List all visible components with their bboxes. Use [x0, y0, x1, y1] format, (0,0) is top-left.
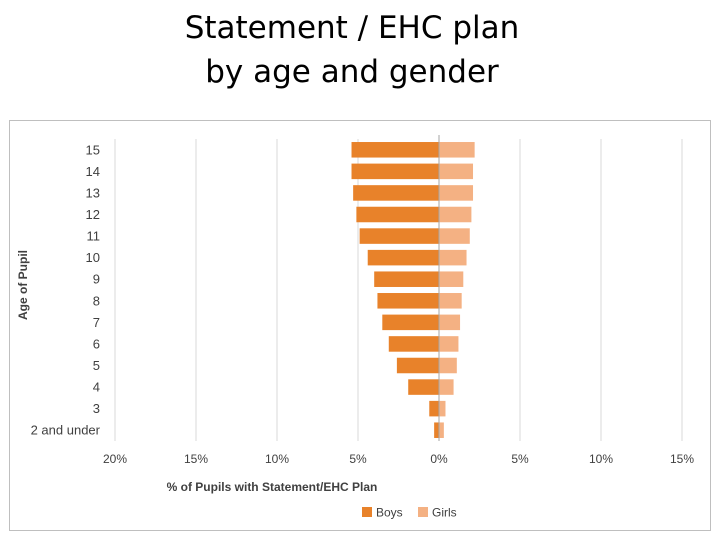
- slide-title: Statement / EHC plan by age and gender: [0, 6, 704, 94]
- bar-boys-6: [388, 336, 439, 352]
- legend-label-girls: Girls: [432, 506, 457, 520]
- bar-girls-2-and-under: [439, 422, 444, 438]
- y-tick-label: 5: [93, 358, 100, 373]
- bar-girls-6: [439, 336, 459, 352]
- bar-boys-13: [353, 185, 439, 201]
- y-tick-label: 7: [93, 315, 100, 330]
- bar-girls-5: [439, 357, 457, 374]
- bar-boys-8: [377, 293, 439, 309]
- y-tick-label: 13: [86, 185, 100, 200]
- legend-label-boys: Boys: [376, 506, 403, 520]
- y-tick-label: 14: [86, 164, 100, 179]
- bar-boys-11: [359, 228, 439, 244]
- y-axis-title: Age of Pupil: [16, 250, 30, 320]
- bar-girls-3: [439, 400, 446, 417]
- y-tick-label: 9: [93, 272, 100, 287]
- bar-boys-5: [396, 357, 439, 374]
- y-tick-labels: 2 and under 3 4 5 6 7 8 9 10 11 12 13 14 15: [31, 142, 101, 437]
- legend-swatch-girls: [418, 507, 428, 517]
- bar-girls-10: [439, 249, 467, 266]
- x-tick-label: 15%: [670, 452, 694, 466]
- slide-title-line-1: Statement / EHC plan: [184, 10, 520, 46]
- x-tick-label: 0%: [430, 452, 448, 466]
- chart-frame: 2 and under 3 4 5 6 7 8 9 10 11 12 13 14 15 20% 15% 10%…: [9, 120, 711, 531]
- y-tick-label: 10: [86, 250, 100, 265]
- y-tick-label: 11: [87, 229, 101, 244]
- bar-boys-4: [408, 379, 439, 395]
- bar-girls-11: [439, 228, 470, 244]
- bar-boys-9: [374, 271, 439, 287]
- y-tick-label: 12: [86, 207, 100, 222]
- bar-girls-9: [439, 271, 464, 287]
- x-tick-label: 10%: [589, 452, 613, 466]
- bar-girls-14: [439, 163, 474, 180]
- bars: [351, 142, 475, 438]
- x-tick-label: 15%: [184, 452, 208, 466]
- legend: Boys Girls: [362, 506, 457, 520]
- y-tick-label: 6: [93, 336, 100, 351]
- bar-girls-4: [439, 379, 454, 395]
- slide-title-line-2: by age and gender: [205, 54, 499, 90]
- x-tick-label: 10%: [265, 452, 289, 466]
- bar-girls-7: [439, 314, 461, 331]
- legend-swatch-boys: [362, 507, 372, 517]
- population-pyramid-chart: 2 and under 3 4 5 6 7 8 9 10 11 12 13 14 15 20% 15% 10%…: [16, 135, 694, 520]
- x-tick-label: 5%: [511, 452, 529, 466]
- x-tick-label: 5%: [349, 452, 367, 466]
- bar-girls-8: [439, 293, 462, 309]
- bar-boys-15: [351, 142, 439, 158]
- bar-girls-12: [439, 206, 472, 223]
- y-tick-label: 3: [93, 401, 100, 416]
- x-axis-title: % of Pupils with Statement/EHC Plan: [167, 480, 378, 494]
- y-tick-label: 8: [93, 293, 100, 308]
- bar-boys-14: [351, 163, 439, 180]
- bar-girls-13: [439, 185, 474, 201]
- bar-boys-3: [429, 400, 439, 417]
- y-tick-label: 15: [86, 142, 100, 157]
- bar-boys-12: [356, 206, 439, 223]
- y-tick-label: 4: [93, 380, 100, 395]
- bar-girls-15: [439, 142, 475, 158]
- x-tick-labels: 20% 15% 10% 5% 0% 5% 10% 15%: [103, 452, 694, 466]
- gridlines: [114, 139, 683, 441]
- y-tick-label: 2 and under: [31, 423, 101, 438]
- x-tick-label: 20%: [103, 452, 127, 466]
- bar-boys-7: [382, 314, 439, 331]
- bar-boys-10: [367, 249, 439, 266]
- bar-boys-2-and-under: [434, 422, 439, 438]
